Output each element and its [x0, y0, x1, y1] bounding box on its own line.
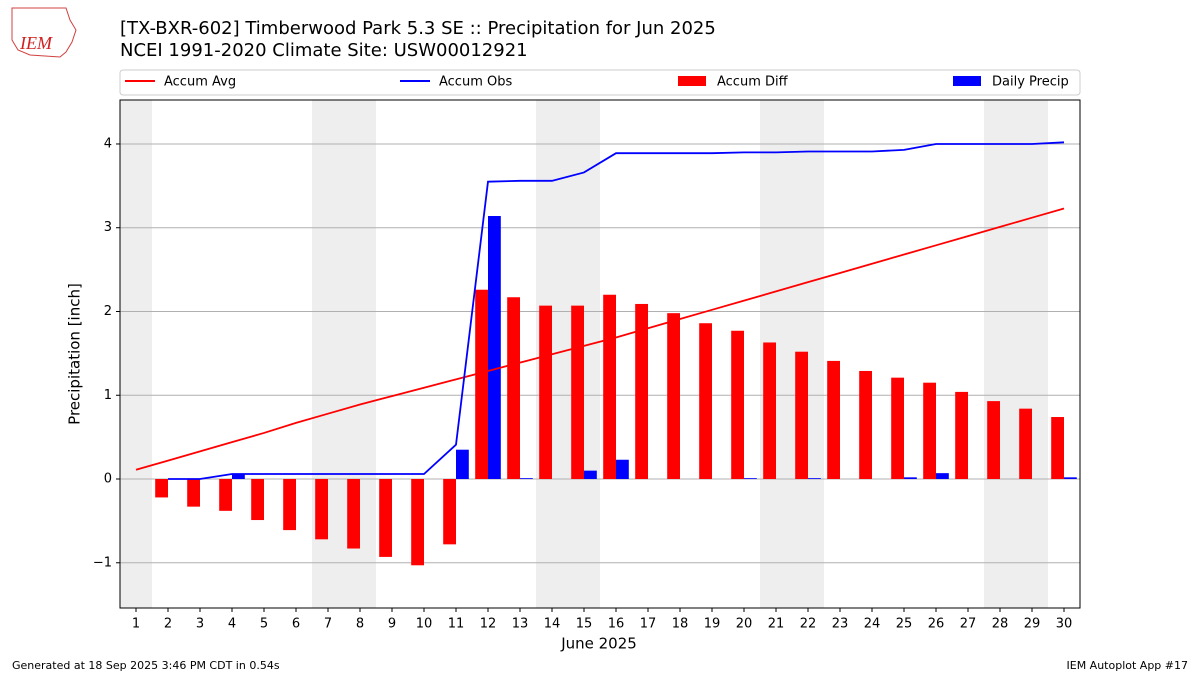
- bar: [795, 351, 808, 480]
- x-tick-label: 28: [992, 617, 1009, 632]
- bar: [744, 478, 757, 480]
- weekend-shade: [120, 100, 152, 608]
- x-tick-label: 25: [896, 617, 913, 632]
- bar: [635, 303, 648, 480]
- x-tick-label: 3: [196, 617, 204, 632]
- chart-title: [TX-BXR-602] Timberwood Park 5.3 SE :: P…: [120, 18, 716, 39]
- x-tick-label: 23: [832, 617, 849, 632]
- bar: [808, 478, 821, 480]
- x-tick-label: 13: [512, 617, 529, 632]
- bar: [411, 479, 424, 566]
- bar: [987, 401, 1000, 480]
- bar: [187, 479, 200, 507]
- legend-swatch: [953, 76, 981, 86]
- x-tick-label: 21: [768, 617, 785, 632]
- x-tick-label: 7: [324, 617, 332, 632]
- bar: [731, 330, 744, 480]
- x-tick-label: 16: [608, 617, 625, 632]
- bar: [232, 473, 245, 480]
- legend-label: Accum Avg: [164, 75, 236, 90]
- bar: [347, 479, 360, 549]
- bar: [891, 377, 904, 480]
- bar: [379, 479, 392, 557]
- bar: [827, 360, 840, 480]
- bar: [315, 479, 328, 540]
- x-tick-label: 24: [864, 617, 881, 632]
- x-tick-label: 1: [132, 617, 140, 632]
- y-tick-label: 2: [104, 304, 112, 319]
- bar: [616, 459, 629, 480]
- x-axis-label: June 2025: [560, 635, 637, 653]
- logo-text: IEM: [19, 33, 53, 53]
- bar: [763, 342, 776, 480]
- bar: [1051, 417, 1064, 480]
- x-tick-label: 5: [260, 617, 268, 632]
- footer-left: Generated at 18 Sep 2025 3:46 PM CDT in …: [12, 659, 280, 672]
- y-tick-label: 0: [104, 472, 112, 487]
- x-tick-label: 22: [800, 617, 817, 632]
- x-tick-label: 2: [164, 617, 172, 632]
- x-tick-label: 18: [672, 617, 689, 632]
- x-tick-label: 14: [544, 617, 561, 632]
- x-tick-label: 26: [928, 617, 945, 632]
- x-tick-label: 27: [960, 617, 977, 632]
- x-tick-label: 6: [292, 617, 300, 632]
- x-tick-label: 12: [480, 617, 497, 632]
- line: [135, 207, 1065, 471]
- x-tick-label: 8: [356, 617, 364, 632]
- bar: [251, 479, 264, 521]
- plot-frame: [119, 99, 1081, 609]
- bar: [955, 391, 968, 480]
- bar: [219, 479, 232, 511]
- bar: [456, 449, 469, 480]
- x-tick-label: 10: [416, 617, 433, 632]
- bar: [584, 470, 597, 480]
- y-tick-label: 1: [104, 388, 112, 403]
- bar: [443, 479, 456, 545]
- x-tick-label: 15: [576, 617, 593, 632]
- y-tick-label: 4: [104, 136, 112, 151]
- bar: [904, 477, 917, 480]
- bar: [1064, 477, 1077, 480]
- legend-box: [119, 69, 1081, 96]
- x-tick-label: 17: [640, 617, 657, 632]
- footer-right: IEM Autoplot App #17: [1067, 659, 1189, 672]
- legend-label: Accum Obs: [439, 75, 512, 90]
- bar: [667, 313, 680, 480]
- bar: [155, 479, 168, 498]
- y-axis-label: Precipitation [inch]: [66, 283, 84, 425]
- y-tick-label: −1: [93, 555, 112, 570]
- bar: [1019, 408, 1032, 480]
- bar: [488, 216, 501, 480]
- bar: [603, 294, 616, 480]
- x-tick-label: 29: [1024, 617, 1041, 632]
- x-tick-label: 4: [228, 617, 236, 632]
- line: [168, 141, 1065, 480]
- legend-label: Accum Diff: [717, 75, 789, 90]
- bar: [520, 478, 533, 480]
- weekend-shade: [984, 100, 1048, 608]
- bar: [475, 289, 488, 480]
- bar: [699, 323, 712, 480]
- legend-label: Daily Precip: [992, 75, 1069, 90]
- x-tick-label: 20: [736, 617, 753, 632]
- x-tick-label: 11: [448, 617, 465, 632]
- legend-swatch: [678, 76, 706, 86]
- bar: [507, 297, 520, 480]
- bar: [283, 479, 296, 531]
- bar: [571, 305, 584, 480]
- bar: [923, 382, 936, 480]
- bar: [859, 370, 872, 480]
- chart-subtitle: NCEI 1991-2020 Climate Site: USW00012921: [120, 40, 528, 61]
- x-tick-label: 19: [704, 617, 721, 632]
- y-tick-label: 3: [104, 220, 112, 235]
- x-tick-label: 9: [388, 617, 396, 632]
- bar: [539, 305, 552, 480]
- logo-shape: [11, 7, 77, 58]
- x-tick-label: 30: [1056, 617, 1073, 632]
- bar: [936, 473, 949, 480]
